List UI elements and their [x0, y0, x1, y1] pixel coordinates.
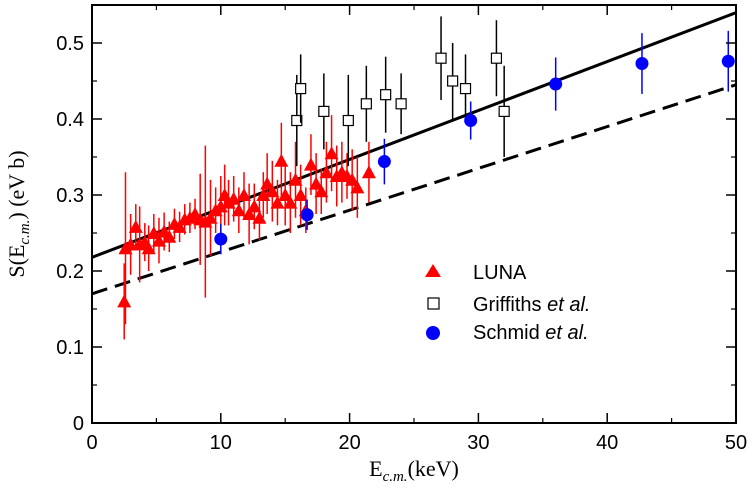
luna-point — [141, 241, 156, 255]
x-tick-label: 30 — [467, 432, 489, 454]
griffiths-point — [342, 114, 354, 127]
x-tick-label: 20 — [338, 432, 360, 454]
legend-luna-label: LUNA — [473, 262, 527, 284]
x-tick-label: 10 — [210, 432, 232, 454]
luna-point — [236, 188, 251, 201]
y-axis-label: S(Ec.m.) (eV b) — [4, 150, 33, 277]
schmid-point — [464, 114, 478, 128]
x-tick-label: 40 — [596, 432, 618, 454]
luna-point — [319, 165, 334, 179]
griffiths-point — [435, 52, 447, 64]
luna-point — [226, 191, 241, 205]
luna-point — [350, 180, 365, 194]
y-tick-label: 0.4 — [56, 109, 84, 131]
x-tick-label: 50 — [725, 432, 747, 454]
griffiths-point — [447, 75, 459, 87]
y-tick-label: 0.2 — [56, 261, 84, 283]
series-luna — [117, 115, 376, 340]
legend-luna-marker — [425, 264, 441, 277]
schmid-point — [300, 208, 314, 222]
griffiths-point — [380, 89, 392, 101]
series-schmid — [214, 30, 735, 255]
x-tick-label: 0 — [86, 432, 97, 454]
legend-schmid-marker — [426, 326, 440, 340]
luna-point — [324, 146, 339, 160]
luna-point — [242, 207, 257, 220]
line-fit-dashed — [92, 83, 736, 296]
luna-point — [288, 172, 303, 186]
series-griffiths — [291, 16, 510, 167]
luna-point — [293, 188, 308, 201]
y-tick-label: 0 — [73, 413, 84, 435]
griffiths-point — [498, 105, 510, 118]
luna-point — [146, 226, 161, 239]
griffiths-point — [318, 105, 330, 118]
luna-point — [151, 233, 166, 247]
luna-point — [345, 172, 360, 186]
luna-point — [270, 195, 285, 209]
luna-point — [172, 219, 187, 233]
y-tick-label: 0.1 — [56, 337, 84, 359]
luna-point — [303, 157, 318, 171]
luna-point — [203, 210, 218, 224]
griffiths-point — [395, 98, 407, 110]
luna-point — [162, 229, 177, 243]
legend-griffiths-label: Griffiths et al. — [473, 294, 590, 316]
legend-griffiths-marker — [427, 297, 440, 310]
luna-point — [314, 184, 329, 198]
schmid-point — [214, 232, 228, 246]
luna-point — [283, 195, 298, 209]
griffiths-point — [490, 52, 503, 64]
luna-point — [252, 210, 267, 224]
x-axis-label: Ec.m.(keV) — [369, 456, 459, 485]
luna-point — [123, 237, 138, 251]
luna-point — [309, 176, 324, 190]
y-tick-label: 0.5 — [56, 33, 84, 55]
luna-point — [231, 203, 246, 217]
schmid-point — [635, 57, 649, 71]
griffiths-point — [295, 82, 307, 95]
luna-point — [274, 153, 289, 167]
luna-point — [260, 176, 275, 190]
luna-point — [361, 165, 376, 179]
schmid-point — [721, 54, 735, 68]
schmid-point — [377, 155, 391, 169]
griffiths-point — [360, 98, 372, 110]
legend: LUNA Griffiths et al. Schmid et al. — [425, 262, 590, 344]
luna-point — [247, 199, 262, 213]
luna-point — [117, 294, 132, 308]
y-tick-label: 0.3 — [56, 185, 84, 207]
axes: 0 10 20 30 40 50 0 0.1 0.2 0.3 0.4 0.5 — [56, 4, 747, 454]
griffiths-point — [291, 114, 303, 127]
plot-content — [92, 11, 736, 340]
griffiths-point — [459, 82, 472, 95]
luna-point — [265, 184, 280, 198]
schmid-point — [549, 77, 563, 91]
legend-schmid-label: Schmid et al. — [473, 322, 589, 344]
luna-point — [278, 188, 293, 201]
